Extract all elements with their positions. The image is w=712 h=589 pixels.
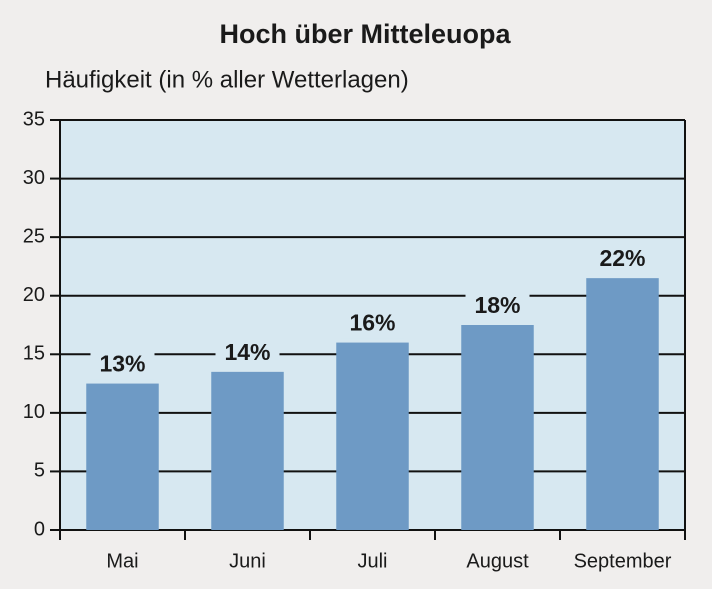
chart-subtitle: Häufigkeit (in % aller Wetterlagen)	[45, 66, 409, 93]
bar	[336, 342, 409, 530]
value-label: 16%	[349, 310, 395, 336]
value-label: 13%	[99, 351, 145, 377]
value-label-bg	[90, 351, 155, 380]
x-tick-label: Juni	[229, 550, 266, 572]
bar	[461, 325, 534, 530]
y-tick-label: 35	[23, 108, 45, 130]
y-tick-label: 5	[34, 460, 45, 482]
x-tick-label: Juli	[357, 550, 387, 572]
bar	[586, 278, 659, 530]
value-label-bg	[215, 339, 280, 368]
value-label-bg	[340, 310, 405, 339]
bar	[211, 371, 284, 530]
y-tick-label: 15	[23, 343, 45, 365]
y-tick-label: 20	[23, 284, 45, 306]
x-tick-label: August	[466, 550, 529, 572]
y-tick-label: 30	[23, 167, 45, 189]
x-tick-label: Mai	[106, 550, 138, 572]
bar	[86, 383, 159, 530]
y-tick-label: 25	[23, 225, 45, 247]
x-tick-label: September	[574, 550, 672, 572]
value-label-bg	[590, 246, 655, 275]
y-tick-label: 10	[23, 401, 45, 423]
chart-title: Hoch über Mitteleuopa	[219, 19, 511, 49]
y-tick-label: 0	[34, 518, 45, 540]
value-label: 14%	[224, 339, 270, 365]
value-label: 18%	[474, 292, 520, 318]
value-label: 22%	[599, 245, 645, 271]
value-label-bg	[465, 293, 530, 321]
